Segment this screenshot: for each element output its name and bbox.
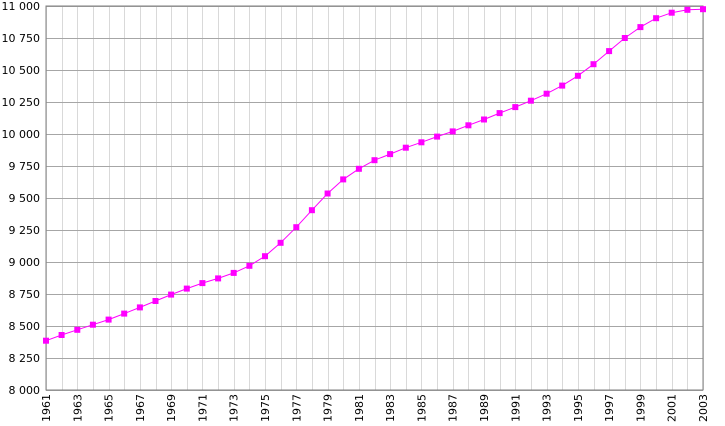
data-point bbox=[262, 253, 268, 260]
x-tick-label: 1993 bbox=[541, 394, 554, 422]
x-tick-label: 1961 bbox=[40, 394, 53, 422]
y-tick-label: 9 500 bbox=[9, 192, 41, 205]
x-tick-label: 1999 bbox=[634, 394, 647, 422]
x-tick-label: 2001 bbox=[666, 394, 679, 422]
data-point bbox=[621, 35, 628, 41]
x-tick-label: 1969 bbox=[165, 394, 178, 422]
data-point bbox=[308, 207, 315, 214]
data-point bbox=[89, 321, 96, 328]
data-point bbox=[668, 9, 675, 16]
data-point bbox=[590, 61, 597, 68]
data-point bbox=[43, 337, 49, 344]
data-point bbox=[152, 298, 159, 304]
data-point bbox=[230, 269, 237, 276]
data-point bbox=[324, 190, 331, 197]
data-point bbox=[418, 139, 425, 146]
x-tick-label: 1965 bbox=[103, 394, 116, 422]
x-tick-label: 1983 bbox=[384, 394, 397, 422]
data-point bbox=[340, 176, 347, 183]
data-point bbox=[559, 82, 566, 89]
data-point bbox=[168, 291, 175, 298]
y-tick-label: 10 000 bbox=[2, 128, 41, 141]
data-point bbox=[465, 122, 472, 129]
data-point bbox=[387, 151, 394, 158]
x-tick-label: 1973 bbox=[228, 394, 241, 422]
x-tick-label: 1989 bbox=[478, 394, 491, 422]
x-tick-label: 1971 bbox=[196, 394, 209, 422]
x-tick-label: 1963 bbox=[71, 394, 84, 422]
y-tick-label: 9 750 bbox=[9, 160, 41, 173]
data-point bbox=[434, 133, 441, 140]
data-point bbox=[74, 326, 81, 333]
data-point bbox=[355, 165, 362, 172]
data-point bbox=[606, 48, 613, 55]
series-line bbox=[45, 8, 704, 342]
data-point bbox=[653, 15, 660, 22]
data-point bbox=[277, 239, 284, 246]
x-tick-label: 1997 bbox=[603, 394, 616, 422]
data-point bbox=[512, 104, 519, 111]
plot-frame bbox=[45, 5, 704, 391]
y-tick-label: 8 500 bbox=[9, 320, 41, 333]
data-point bbox=[496, 110, 503, 117]
x-tick-label: 1981 bbox=[353, 394, 366, 422]
data-point bbox=[684, 6, 691, 13]
y-tick-label: 11 000 bbox=[2, 0, 41, 13]
y-tick-label: 8 000 bbox=[9, 384, 41, 397]
data-point bbox=[371, 157, 378, 164]
data-point bbox=[449, 128, 456, 135]
data-point bbox=[637, 24, 644, 31]
x-tick-label: 1977 bbox=[290, 394, 303, 422]
x-tick-label: 1979 bbox=[322, 394, 335, 422]
data-point bbox=[136, 304, 143, 311]
y-tick-label: 8 250 bbox=[9, 352, 41, 365]
y-axis: 8 000 8 250 8 500 8 750 9 000 9 250 9 500 9 750… bbox=[2, 0, 41, 397]
data-point bbox=[199, 280, 206, 287]
data-point bbox=[121, 310, 128, 317]
x-tick-label: 1991 bbox=[509, 394, 522, 422]
data-point bbox=[402, 144, 409, 151]
data-point bbox=[543, 90, 550, 97]
data-point bbox=[481, 116, 487, 123]
x-tick-label: 1985 bbox=[415, 394, 428, 422]
data-point bbox=[215, 275, 222, 282]
data-point bbox=[58, 332, 65, 338]
grid bbox=[46, 6, 704, 391]
y-tick-label: 10 500 bbox=[2, 64, 41, 77]
x-tick-label: 1967 bbox=[134, 394, 147, 422]
y-tick-label: 8 750 bbox=[9, 288, 41, 301]
x-tick-label: 2003 bbox=[697, 394, 710, 422]
data-point bbox=[293, 224, 300, 231]
data-point bbox=[183, 285, 190, 292]
data-point bbox=[527, 97, 534, 104]
x-tick-label: 1975 bbox=[259, 394, 272, 422]
data-point bbox=[574, 72, 581, 79]
data-point bbox=[105, 316, 112, 323]
y-tick-label: 9 000 bbox=[9, 256, 41, 269]
x-axis: 1961 1963 1965 1967 1969 1971 1973 1975 1977 1979… bbox=[40, 394, 710, 422]
series bbox=[43, 6, 706, 344]
y-tick-label: 10 250 bbox=[2, 96, 41, 109]
y-tick-label: 9 250 bbox=[9, 224, 41, 237]
data-point bbox=[700, 6, 706, 13]
x-tick-label: 1987 bbox=[447, 394, 460, 422]
x-tick-label: 1995 bbox=[572, 394, 585, 422]
y-tick-label: 10 750 bbox=[2, 32, 41, 45]
data-point bbox=[246, 262, 253, 269]
